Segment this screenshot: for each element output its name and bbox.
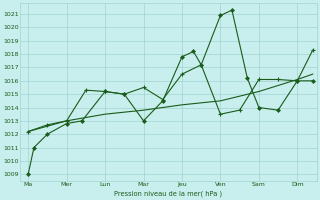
X-axis label: Pression niveau de la mer( hPa ): Pression niveau de la mer( hPa ) — [115, 190, 223, 197]
